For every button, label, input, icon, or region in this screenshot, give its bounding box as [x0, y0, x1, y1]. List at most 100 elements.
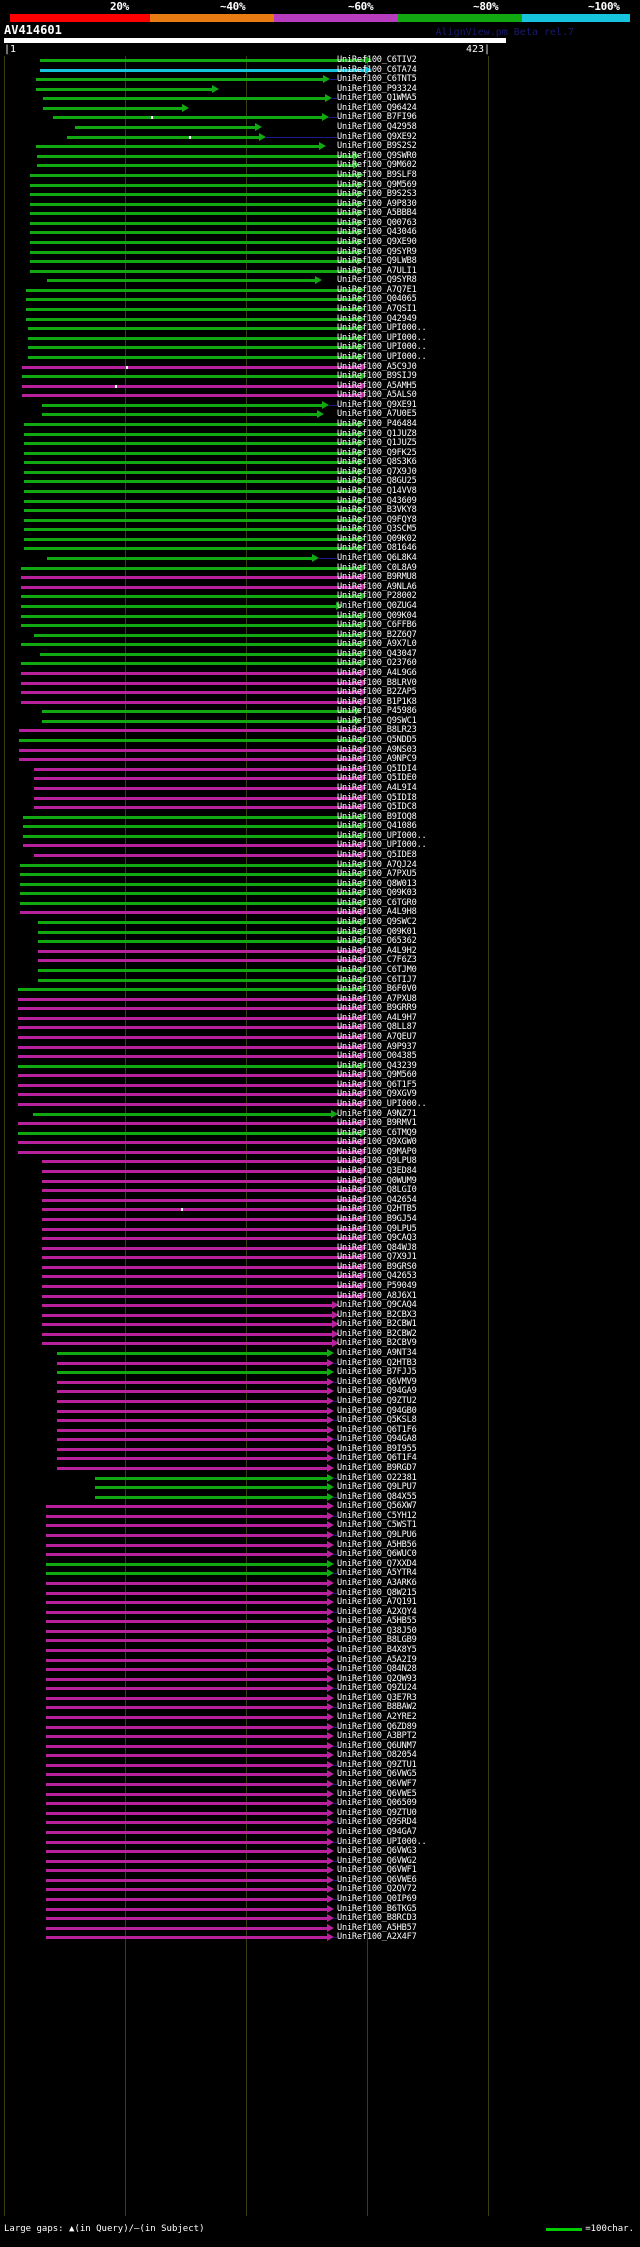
hit-label[interactable]: UniRef100_A4L9H8: [337, 907, 417, 918]
hit-label[interactable]: UniRef100_Q7X9J1: [337, 1252, 417, 1263]
hsp-bar[interactable]: [18, 1150, 360, 1154]
hit-label[interactable]: UniRef100_Q7X9J0: [337, 466, 417, 477]
hit-row[interactable]: UniRef100_A4L9I4: [0, 783, 640, 794]
hsp-bar[interactable]: [18, 1026, 360, 1030]
hit-row[interactable]: UniRef100_Q6T1F6: [0, 1425, 640, 1436]
hit-row[interactable]: UniRef100_C5WST1: [0, 1520, 640, 1531]
hsp-bar[interactable]: [42, 1265, 360, 1269]
hsp-bar[interactable]: [18, 1093, 360, 1097]
hsp-bar[interactable]: [46, 1830, 327, 1834]
hit-row[interactable]: UniRef100_B8LRV0: [0, 677, 640, 689]
hit-row[interactable]: UniRef100_Q43047: [0, 649, 640, 660]
hit-row[interactable]: UniRef100_Q09K04: [0, 611, 640, 622]
hsp-bar[interactable]: [30, 212, 357, 216]
hit-label[interactable]: UniRef100_Q9M602: [337, 160, 417, 171]
hit-label[interactable]: UniRef100_Q42653: [337, 1271, 417, 1282]
hsp-bar[interactable]: [46, 1601, 327, 1605]
hit-row[interactable]: UniRef100_Q9M560: [0, 1070, 640, 1081]
hit-label[interactable]: UniRef100_Q8GU25: [337, 476, 417, 487]
hsp-bar[interactable]: [46, 1696, 327, 1700]
hit-row[interactable]: UniRef100_Q9XGV9: [0, 1089, 640, 1100]
hit-label[interactable]: UniRef100_B9SIJ9: [337, 371, 417, 382]
hsp-bar[interactable]: [18, 1141, 360, 1145]
hit-row[interactable]: UniRef100_Q84WJ8: [0, 1243, 640, 1254]
hsp-bar[interactable]: [46, 1514, 327, 1518]
hsp-bar[interactable]: [47, 279, 315, 283]
hit-row[interactable]: UniRef100_B9RMV1: [0, 1118, 640, 1129]
hit-label[interactable]: UniRef100_Q2HTB5: [337, 1204, 417, 1215]
hsp-bar[interactable]: [95, 1476, 327, 1480]
hit-label[interactable]: UniRef100_C6TGR0: [337, 897, 417, 908]
hsp-bar[interactable]: [42, 1227, 360, 1231]
hsp-bar[interactable]: [57, 1457, 327, 1461]
hit-row[interactable]: UniRef100_C6TJM0: [0, 965, 640, 976]
hit-row[interactable]: UniRef100_Q9SYR9: [0, 247, 640, 258]
hit-label[interactable]: UniRef100_O65362: [337, 936, 417, 947]
hit-label[interactable]: UniRef100_A9NPC9: [337, 754, 417, 765]
hit-label[interactable]: UniRef100_Q6WUC0: [337, 1549, 417, 1560]
hit-row[interactable]: UniRef100_Q2HTB5: [0, 1204, 640, 1215]
hit-label[interactable]: UniRef100_B8RCD3: [337, 1913, 417, 1924]
hit-row[interactable]: UniRef100_A9NT34: [0, 1348, 640, 1359]
hit-label[interactable]: UniRef100_Q1JUZ5: [337, 438, 417, 449]
hsp-bar[interactable]: [21, 576, 360, 580]
hit-label[interactable]: UniRef100_Q6VWG3: [337, 1846, 417, 1857]
hit-row[interactable]: UniRef100_Q9M602: [0, 160, 640, 171]
hit-row[interactable]: UniRef100_B6TKG5: [0, 1904, 640, 1915]
hsp-bar[interactable]: [46, 1725, 327, 1729]
hit-label[interactable]: UniRef100_Q42654: [337, 1194, 417, 1205]
hsp-bar[interactable]: [46, 1610, 327, 1614]
hsp-bar[interactable]: [57, 1419, 327, 1423]
hit-label[interactable]: UniRef100_C7F6Z3: [337, 955, 417, 966]
hit-label[interactable]: UniRef100_Q9SYR8: [337, 275, 417, 286]
hit-label[interactable]: UniRef100_B8LRV0: [337, 677, 417, 688]
hit-label[interactable]: UniRef100_UPI000..: [337, 1836, 427, 1847]
hsp-bar[interactable]: [46, 1840, 327, 1844]
hit-label[interactable]: UniRef100_C6TNT5: [337, 74, 417, 85]
hit-row[interactable]: UniRef100_Q6VWF7: [0, 1779, 640, 1790]
hsp-bar[interactable]: [22, 384, 360, 388]
hit-row[interactable]: UniRef100_A4L9H2: [0, 946, 640, 957]
hsp-bar[interactable]: [21, 700, 360, 704]
hit-row[interactable]: UniRef100_O04385: [0, 1051, 640, 1062]
hit-label[interactable]: UniRef100_C6TA74: [337, 64, 417, 75]
hit-label[interactable]: UniRef100_B8BAW2: [337, 1702, 417, 1713]
hit-label[interactable]: UniRef100_Q9SWC2: [337, 917, 417, 928]
hit-label[interactable]: UniRef100_A2XQY4: [337, 1606, 417, 1617]
hsp-bar[interactable]: [33, 1112, 331, 1116]
hit-row[interactable]: UniRef100_Q8W215: [0, 1588, 640, 1599]
hit-label[interactable]: UniRef100_Q9M569: [337, 179, 417, 190]
hit-row[interactable]: UniRef100_Q9ZTU0: [0, 1808, 640, 1819]
hit-label[interactable]: UniRef100_A7ULI1: [337, 265, 417, 276]
hit-label[interactable]: UniRef100_O82054: [337, 1750, 417, 1761]
hsp-bar[interactable]: [46, 1917, 327, 1921]
hit-label[interactable]: UniRef100_Q43239: [337, 1060, 417, 1071]
hsp-bar[interactable]: [19, 729, 360, 733]
hit-row[interactable]: UniRef100_Q9CAQ3: [0, 1233, 640, 1244]
hit-row[interactable]: UniRef100_A3BPT2: [0, 1731, 640, 1742]
hit-label[interactable]: UniRef100_Q3E7R3: [337, 1692, 417, 1703]
hsp-bar[interactable]: [46, 1744, 327, 1748]
hit-label[interactable]: UniRef100_Q9SWR0: [337, 150, 417, 161]
hsp-bar[interactable]: [38, 949, 360, 953]
hit-row[interactable]: UniRef100_Q1WMA5: [0, 93, 640, 104]
hsp-bar[interactable]: [46, 1869, 327, 1873]
hit-label[interactable]: UniRef100_P46484: [337, 418, 417, 429]
hsp-bar[interactable]: [46, 1859, 327, 1863]
hit-row[interactable]: UniRef100_Q43046: [0, 227, 640, 238]
hsp-bar[interactable]: [36, 145, 319, 149]
hsp-bar[interactable]: [21, 604, 336, 608]
hsp-bar[interactable]: [24, 451, 358, 455]
hit-row[interactable]: UniRef100_A4L9G6: [0, 668, 640, 679]
hit-row[interactable]: UniRef100_B2CBW2: [0, 1329, 640, 1340]
hit-row[interactable]: UniRef100_Q38J50: [0, 1626, 640, 1637]
hit-row[interactable]: UniRef100_A7QEU7: [0, 1032, 640, 1043]
hit-row[interactable]: UniRef100_Q9SRD4: [0, 1817, 640, 1828]
hit-row[interactable]: UniRef100_Q5IDE8: [0, 850, 640, 861]
hsp-bar[interactable]: [57, 1371, 327, 1375]
hit-row[interactable]: UniRef100_Q04065: [0, 294, 640, 305]
hsp-bar[interactable]: [34, 767, 360, 771]
hit-label[interactable]: UniRef100_Q41086: [337, 821, 417, 832]
hsp-bar[interactable]: [46, 1735, 327, 1739]
hsp-bar[interactable]: [46, 1821, 327, 1825]
